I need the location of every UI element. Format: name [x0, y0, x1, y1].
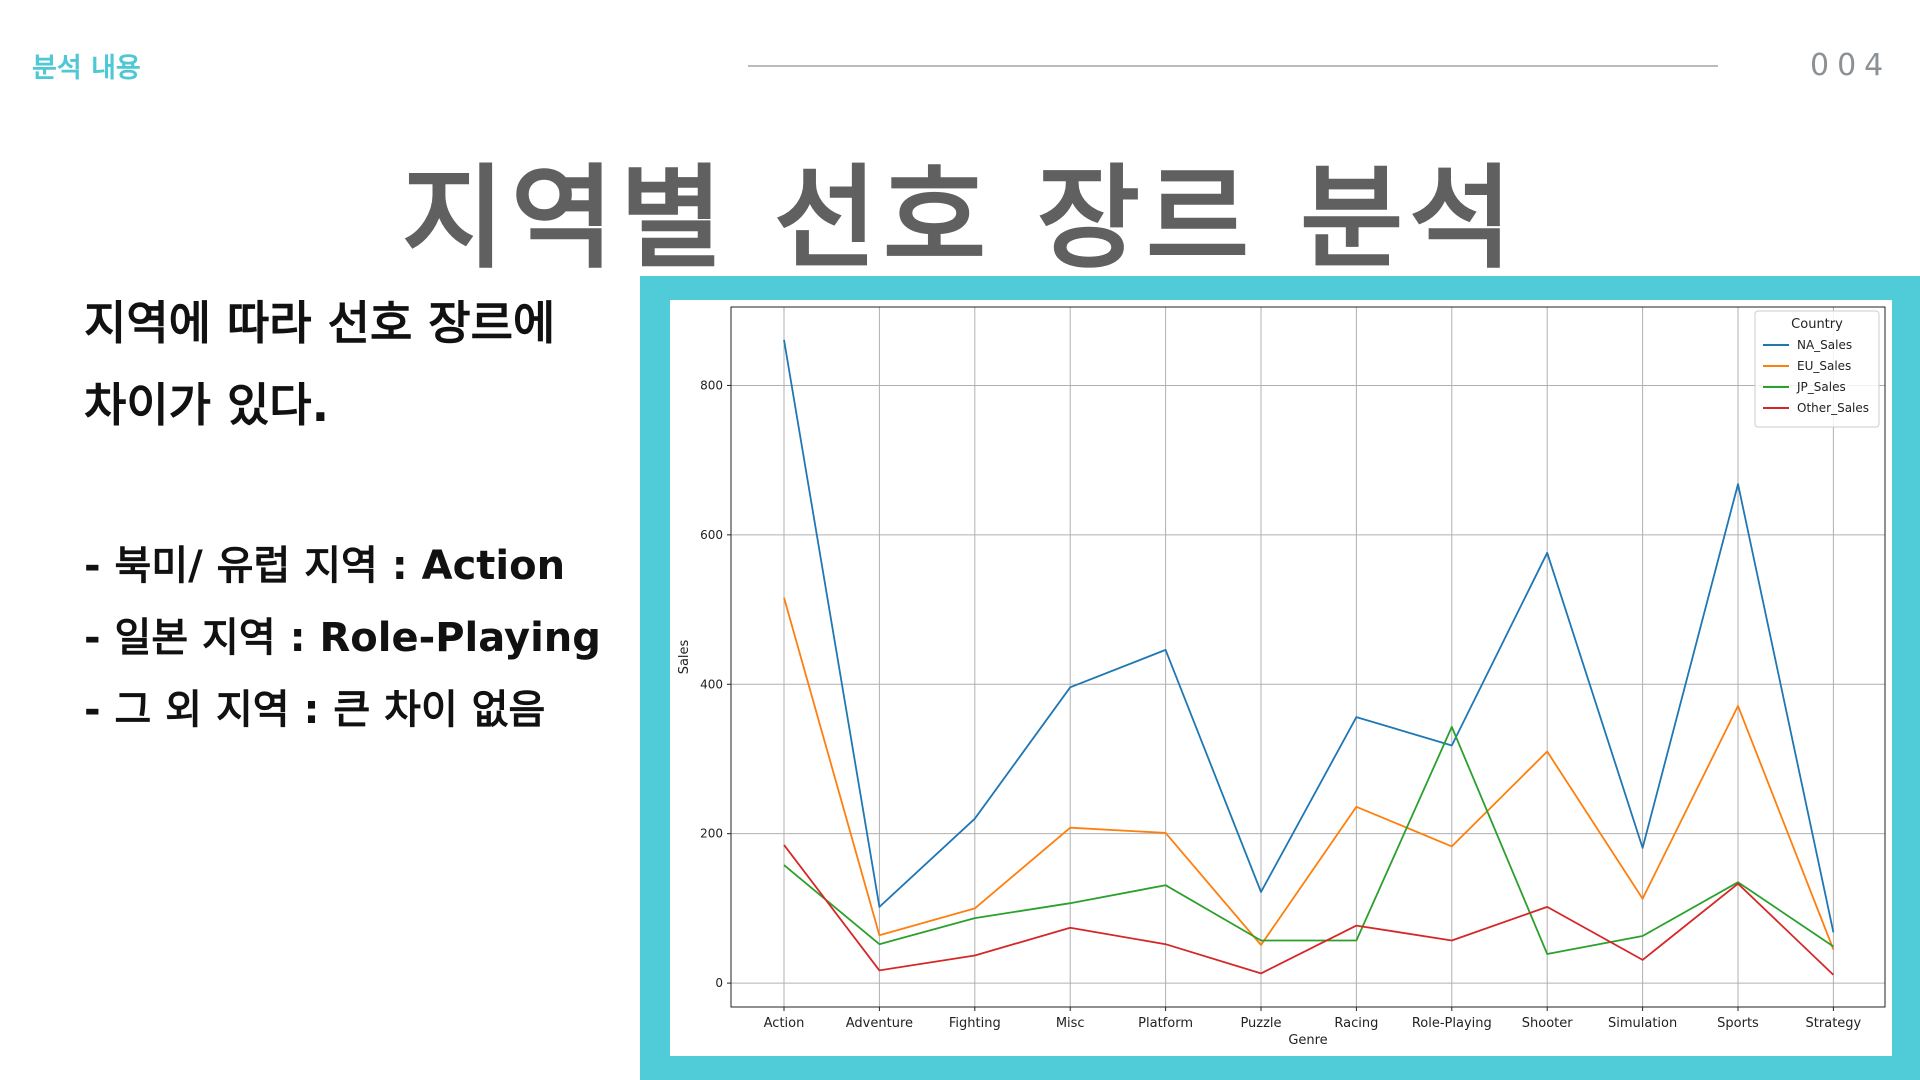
bullet-list: - 북미/ 유럽 지역 : Action - 일본 지역 : Role-Play… [84, 530, 644, 746]
y-tick-label: 600 [700, 528, 723, 542]
x-tick-label: Sports [1717, 1016, 1759, 1031]
series-line-na-sales [783, 339, 1835, 933]
legend-label: EU_Sales [1797, 359, 1851, 373]
y-tick-label: 400 [700, 677, 723, 691]
x-tick-label: Misc [1056, 1016, 1085, 1031]
x-axis-label: Genre [1288, 1033, 1327, 1048]
plot-area [730, 306, 1886, 1008]
x-tick-label: Platform [1138, 1016, 1193, 1031]
page-title: 지역별 선호 장르 분석 [401, 154, 1519, 284]
page-number: 004 [1810, 48, 1892, 83]
x-tick-label: Racing [1334, 1016, 1378, 1031]
legend-label: NA_Sales [1797, 338, 1852, 352]
x-tick-label: Shooter [1522, 1016, 1573, 1031]
series-line-other-sales [783, 844, 1835, 976]
legend-box [1754, 310, 1880, 428]
series-line-eu-sales [783, 597, 1835, 950]
x-tick-label: Fighting [949, 1016, 1001, 1031]
legend-title: Country [1791, 317, 1843, 332]
y-axis-label: Sales [677, 639, 692, 674]
chart-frame: Action Adventure Fighting Misc Platform Puzzl… [640, 276, 1920, 1080]
y-tick-label: 800 [700, 378, 723, 392]
bullet-item-jp: - 일본 지역 : Role-Playing [84, 615, 601, 661]
summary-text: 지역에 따라 선호 장르에 차이가 있다. [84, 282, 644, 446]
summary-line-1: 지역에 따라 선호 장르에 [84, 296, 556, 350]
x-tick-label: Strategy [1806, 1016, 1862, 1031]
chart-panel: Action Adventure Fighting Misc Platform Puzzl… [670, 300, 1892, 1056]
bullet-item-other: - 그 외 지역 : 큰 차이 없음 [84, 687, 546, 733]
legend-label: Other_Sales [1797, 401, 1869, 415]
line-chart: Action Adventure Fighting Misc Platform Puzzl… [677, 306, 1886, 1048]
section-label: 분석 내용 [32, 53, 141, 84]
x-tick-label: Puzzle [1240, 1016, 1281, 1031]
series-line-jp-sales [783, 725, 1834, 955]
x-tick-label: Simulation [1608, 1016, 1677, 1031]
legend-label: JP_Sales [1796, 380, 1846, 394]
x-tick-label: Role-Playing [1412, 1016, 1492, 1031]
x-tick-label: Action [764, 1016, 805, 1031]
header-divider [748, 65, 1718, 67]
y-tick-label: 0 [715, 976, 723, 990]
x-tick-label: Adventure [846, 1016, 913, 1031]
bullet-item-na-eu: - 북미/ 유럽 지역 : Action [84, 543, 566, 589]
y-tick-label: 200 [700, 827, 723, 841]
summary-line-2: 차이가 있다. [84, 378, 330, 432]
